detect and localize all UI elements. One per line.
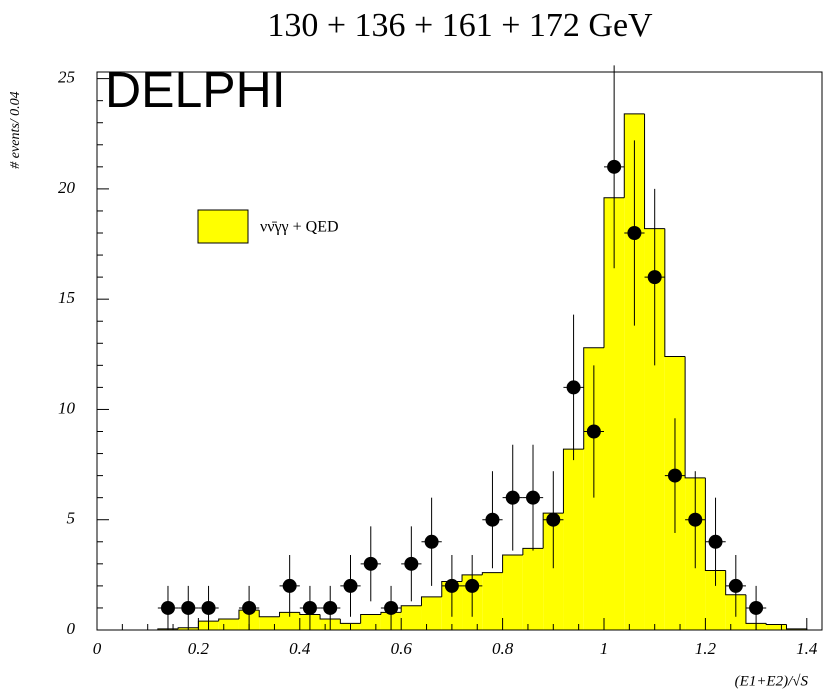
histogram-bar xyxy=(603,197,625,631)
histogram-step xyxy=(603,197,625,348)
histogram-bar xyxy=(360,614,381,630)
data-point xyxy=(728,578,743,593)
histogram-step xyxy=(644,113,665,230)
x-tick-label: 1 xyxy=(600,639,609,658)
plot-frame xyxy=(96,71,823,631)
data-point xyxy=(444,578,459,593)
histogram-bar xyxy=(786,628,807,630)
data-point xyxy=(323,600,338,615)
histogram-bar xyxy=(259,616,280,630)
histogram-step xyxy=(765,623,787,625)
data-point xyxy=(404,556,419,571)
histogram-step xyxy=(299,612,321,616)
x-tick-label: 0 xyxy=(93,639,102,658)
data-point xyxy=(647,270,662,285)
y-axis-label: # events/ 0.04 xyxy=(8,91,23,168)
chart-title: 130 + 136 + 161 + 172 GeV xyxy=(267,7,653,44)
histogram-step xyxy=(664,228,686,358)
histogram-step xyxy=(522,547,544,556)
data-point xyxy=(343,578,358,593)
histogram-step xyxy=(360,614,381,624)
histogram-step xyxy=(461,574,483,582)
histogram-step xyxy=(542,512,564,549)
histogram-step xyxy=(583,347,604,450)
histogram-step xyxy=(745,594,767,624)
data-point xyxy=(526,490,541,505)
data-point xyxy=(505,490,520,505)
data-point xyxy=(282,578,297,593)
data-point xyxy=(667,468,682,483)
y-tick-label: 10 xyxy=(58,398,76,417)
histogram-step xyxy=(218,618,239,622)
legend-label: νν̄γγ + QED xyxy=(260,219,339,236)
histogram-step xyxy=(725,570,746,596)
y-tick-label: 15 xyxy=(58,288,75,307)
data-point xyxy=(749,600,764,615)
y-tick-label: 20 xyxy=(58,178,76,197)
x-tick-label: 1.4 xyxy=(796,639,818,658)
y-tick-label: 25 xyxy=(58,68,75,87)
histogram-bar xyxy=(522,548,544,630)
data-point xyxy=(424,534,439,549)
y-tick-label: 0 xyxy=(67,619,76,638)
y-tick-label: 5 xyxy=(67,509,76,528)
data-point xyxy=(708,534,723,549)
histogram-bar xyxy=(705,570,726,630)
data-point xyxy=(160,600,175,615)
histogram-bar xyxy=(401,605,422,630)
histogram-step xyxy=(279,611,300,617)
histogram-step xyxy=(177,627,199,629)
data-point xyxy=(201,600,216,615)
histogram-step xyxy=(339,618,361,624)
data-point xyxy=(688,512,703,527)
data-point xyxy=(384,600,399,615)
data-point xyxy=(546,512,561,527)
data-point xyxy=(485,512,500,527)
histogram-step xyxy=(786,624,808,630)
experiment-label: DELPHI xyxy=(105,62,286,118)
data-point xyxy=(302,600,317,615)
data-point xyxy=(181,600,196,615)
x-tick-label: 0.4 xyxy=(289,639,311,658)
histogram-step xyxy=(623,113,645,198)
x-tick-label: 0.6 xyxy=(391,639,413,658)
legend-swatch xyxy=(197,209,249,244)
histogram-bar xyxy=(279,612,300,630)
data-point xyxy=(607,159,622,174)
x-tick-label: 0.8 xyxy=(492,639,514,658)
histogram-step xyxy=(502,554,523,573)
histogram-bar xyxy=(766,624,787,630)
histogram-bar xyxy=(543,513,564,630)
histogram-bar xyxy=(482,572,503,630)
x-tick-label: 0.2 xyxy=(188,639,210,658)
histogram-bar xyxy=(502,555,523,630)
data-point xyxy=(586,424,601,439)
histogram-bar xyxy=(421,596,442,630)
histogram-step xyxy=(258,610,280,618)
histogram-bar xyxy=(624,113,645,630)
x-axis-label: (E1+E2)/√S xyxy=(735,673,809,689)
data-point xyxy=(363,556,378,571)
histogram-bar xyxy=(218,618,239,630)
data-point xyxy=(242,600,257,615)
histogram-step xyxy=(420,596,442,606)
histogram-step xyxy=(704,477,726,571)
x-tick-label: 1.2 xyxy=(695,639,717,658)
data-point xyxy=(566,380,581,395)
histogram-step xyxy=(481,572,503,575)
histogram-step xyxy=(400,605,422,613)
histogram-step xyxy=(319,614,341,620)
histogram-bar xyxy=(563,449,584,630)
histogram-bar xyxy=(644,228,665,630)
histogram-step xyxy=(562,448,584,514)
data-point xyxy=(627,226,642,241)
histogram-step xyxy=(684,356,706,479)
data-point xyxy=(465,578,480,593)
